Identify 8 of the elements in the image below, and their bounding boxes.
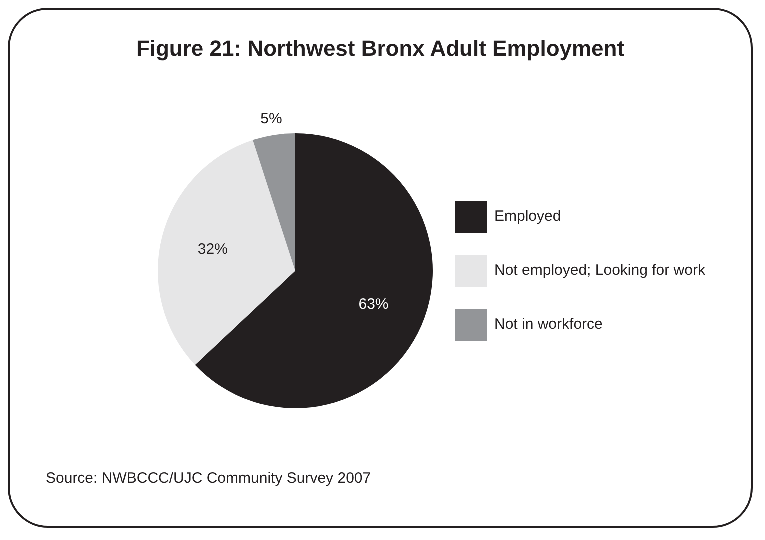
chart-title: Figure 21: Northwest Bronx Adult Employment bbox=[135, 36, 626, 62]
source-note: Source: NWBCCC/UJC Community Survey 2007 bbox=[46, 470, 372, 487]
data-label: 5% bbox=[260, 110, 282, 128]
legend-label: Employed bbox=[494, 208, 562, 226]
legend-label: Not employed; Looking for work bbox=[494, 262, 706, 280]
data-label: 63% bbox=[358, 296, 389, 313]
data-label: 32% bbox=[198, 240, 228, 258]
legend-label: Not in workforce bbox=[494, 316, 603, 334]
